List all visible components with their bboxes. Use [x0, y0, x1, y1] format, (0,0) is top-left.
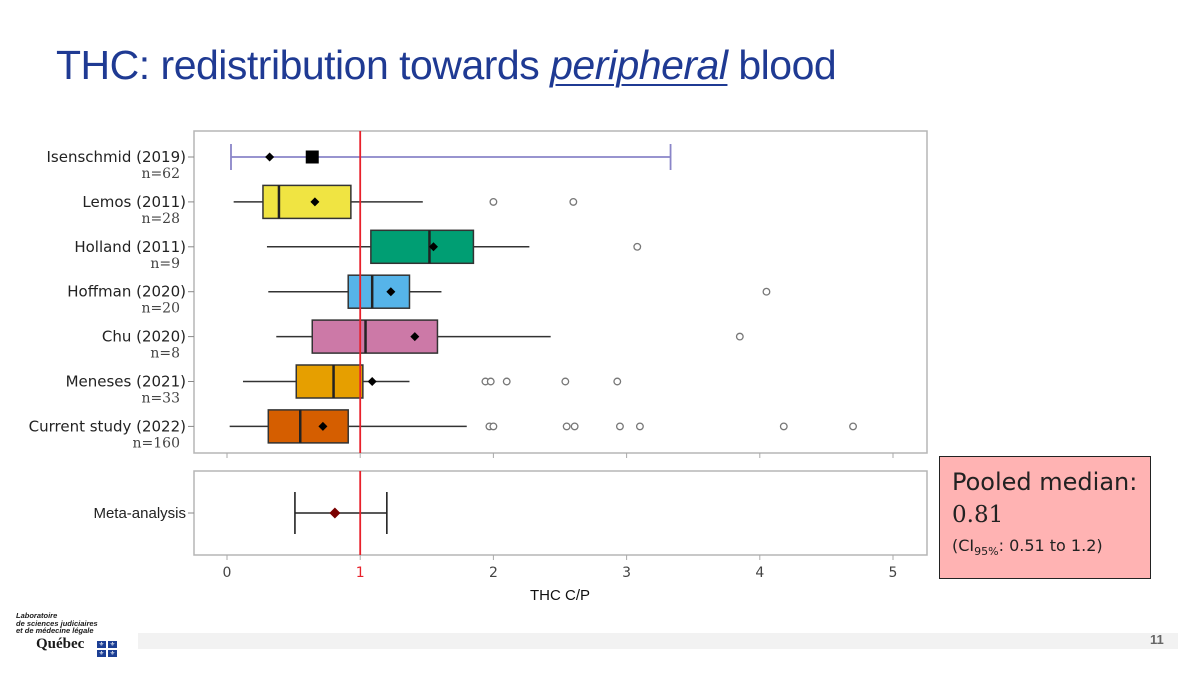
outlier-point	[633, 242, 642, 251]
study-n-label: n=8	[150, 346, 180, 362]
iqr-box	[347, 274, 411, 309]
mean-diamond	[410, 332, 420, 342]
outlier-point	[615, 422, 624, 431]
iqr-box	[295, 364, 364, 399]
ci-suffix: : 0.51 to 1.2)	[998, 536, 1103, 555]
x-tick-label: 4	[755, 565, 764, 581]
logo-line-2: de sciences judiciaires	[16, 618, 98, 628]
x-tick-label: 5	[889, 565, 898, 581]
study-label: Meneses (2021)	[66, 373, 186, 391]
footer-bar	[138, 633, 1178, 649]
quebec-flag-icon: ⚜ ⚜ ⚜ ⚜	[97, 641, 117, 657]
logo-line-1: Laboratoire	[16, 611, 58, 620]
outlier-point	[486, 377, 495, 386]
study-label: Hoffman (2020)	[67, 283, 186, 301]
outlier-point	[489, 422, 498, 431]
fleur-de-lis-icon: ⚜	[97, 641, 106, 648]
mean-diamond	[428, 242, 438, 252]
study-label: Isenschmid (2019)	[47, 148, 187, 166]
mean-diamond	[265, 152, 275, 162]
outlier-point	[489, 197, 498, 206]
x-tick-label: 1	[356, 565, 365, 581]
pooled-median-box: Pooled median: 0.81 (CI95%: 0.51 to 1.2)	[939, 456, 1151, 579]
outlier-point	[562, 422, 571, 431]
ci-subscript: 95%	[974, 545, 999, 559]
pooled-median-value: 0.81	[952, 502, 1004, 528]
study-label: Chu (2020)	[102, 328, 186, 346]
slide-title: THC: redistribution towards peripheral b…	[56, 42, 837, 89]
mean-diamond	[310, 197, 320, 207]
mean-diamond	[318, 421, 328, 431]
study-n-label: n=160	[133, 435, 180, 451]
meta-analysis-label: Meta-analysis	[93, 505, 186, 522]
ci-prefix: (CI	[952, 536, 975, 555]
outlier-point	[762, 287, 771, 296]
pooled-median-heading: Pooled median:	[952, 468, 1138, 496]
meta-analysis-layer: Meta-analysis	[93, 492, 388, 534]
outlier-point	[849, 422, 857, 431]
iqr-box	[370, 229, 475, 265]
study-boxes-layer: Isenschmid (2019)n=62 Lemos (2011)n=28 Hol…	[29, 144, 857, 451]
study-n-label: n=9	[150, 256, 180, 272]
fleur-de-lis-icon: ⚜	[108, 650, 117, 657]
study-n-label: n=20	[141, 301, 180, 317]
iqr-box	[262, 184, 352, 220]
lsjml-quebec-logo: Laboratoire de sciences judiciaires et d…	[16, 611, 117, 657]
fleur-de-lis-icon: ⚜	[97, 650, 106, 657]
study-label: Holland (2011)	[74, 238, 186, 256]
study-label: Current study (2022)	[29, 417, 186, 435]
outlier-point	[735, 332, 744, 341]
estimate-diamond	[329, 507, 341, 519]
logo-line-3: et de médecine légale	[16, 626, 94, 635]
x-axis-layer: 0 1 2 3 4 5 THC C/P	[223, 453, 898, 604]
outlier-point	[779, 422, 788, 431]
outlier-point	[635, 422, 644, 431]
study-n-label: n=28	[141, 211, 180, 227]
x-tick-label: 3	[622, 565, 631, 581]
study-label: Lemos (2011)	[82, 193, 186, 211]
pooled-median-ci: (CI95%: 0.51 to 1.2)	[952, 531, 1138, 567]
quebec-wordmark: Québec	[36, 636, 85, 652]
x-tick-label: 2	[489, 565, 498, 581]
x-tick-label: 0	[223, 565, 232, 581]
outlier-point	[613, 377, 622, 386]
outlier-point	[570, 422, 579, 431]
fleur-de-lis-icon: ⚜	[108, 641, 117, 648]
mean-diamond	[367, 377, 377, 386]
study-n-label: n=62	[141, 166, 180, 182]
iqr-box	[267, 409, 349, 444]
title-text-emphasis: peripheral	[550, 42, 728, 88]
mean-diamond	[386, 287, 396, 297]
outlier-point	[569, 197, 578, 206]
outlier-point	[502, 377, 511, 386]
page-number: 11	[1150, 632, 1164, 647]
study-n-label: n=33	[141, 391, 180, 407]
title-text-pre: THC: redistribution towards	[56, 42, 551, 88]
title-text-post: blood	[727, 42, 837, 88]
outlier-point	[561, 377, 570, 386]
median-square	[305, 150, 319, 164]
x-axis-label: THC C/P	[530, 587, 590, 604]
